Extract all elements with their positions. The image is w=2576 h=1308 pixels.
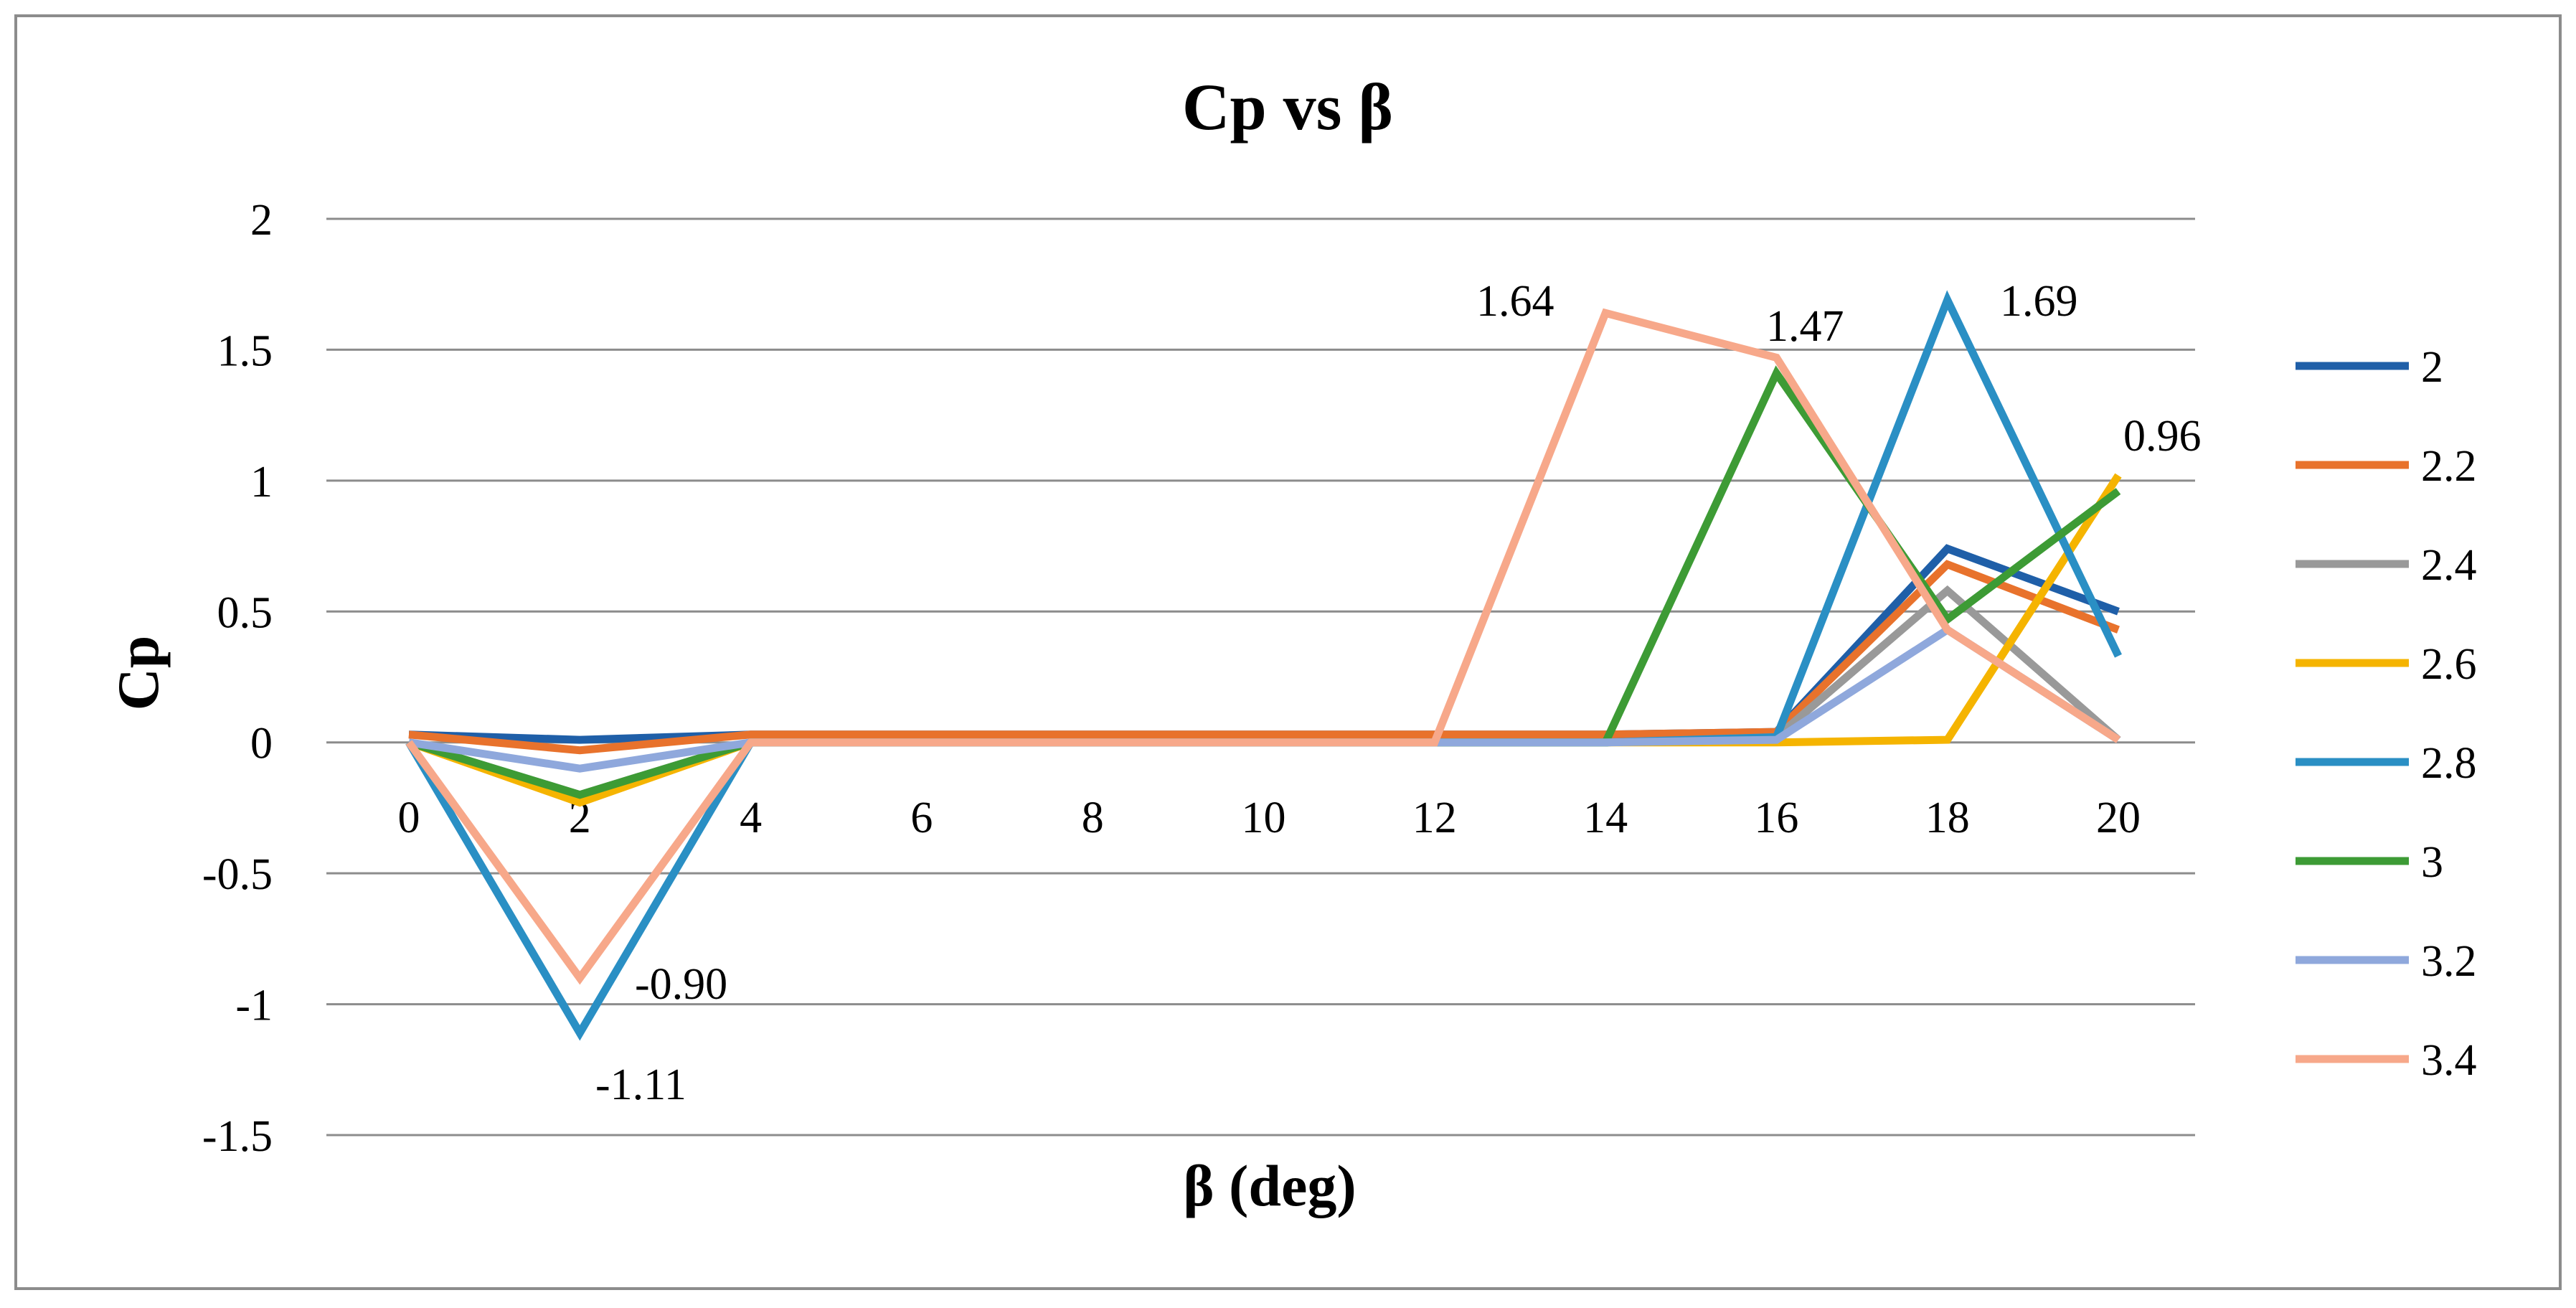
legend-entry: 3	[2421, 838, 2443, 887]
data-label: -0.90	[635, 960, 727, 1009]
x-tick-label: 0	[398, 794, 420, 842]
y-tick-label: -1	[235, 982, 273, 1030]
x-tick-label: 6	[910, 794, 933, 842]
x-tick-label: 4	[740, 794, 762, 842]
y-tick-label: 2	[250, 196, 273, 245]
x-tick-label: 8	[1082, 794, 1104, 842]
legend-entry: 2	[2421, 343, 2443, 392]
x-tick-label: 16	[1754, 794, 1798, 842]
y-tick-label: 0	[250, 720, 273, 768]
data-label: 1.69	[2000, 277, 2078, 326]
x-axis-label: β (deg)	[1183, 1153, 1356, 1218]
x-tick-labels: 0 2 4 6 8 10 12 14 16 18 20	[398, 794, 2141, 842]
series-line-2-2	[408, 560, 2120, 755]
x-tick-label: 14	[1583, 794, 1628, 842]
series-lines	[405, 290, 2122, 1041]
x-tick-label: 10	[1242, 794, 1286, 842]
data-label: 1.64	[1476, 277, 1554, 326]
y-tick-label: 1	[250, 458, 273, 507]
y-tick-label: 0.5	[217, 588, 273, 637]
legend-entry: 2.6	[2421, 640, 2477, 689]
y-axis-label: Cp	[105, 636, 171, 711]
y-tick-labels: 2 1.5 1 0.5 0 -0.5 -1 -1.5	[202, 196, 273, 1161]
data-label: -1.11	[595, 1060, 687, 1109]
x-tick-label: 18	[1925, 794, 1970, 842]
y-tick-label: -1.5	[202, 1112, 273, 1161]
x-tick-label: 12	[1412, 794, 1457, 842]
legend-entry: 2.2	[2421, 442, 2477, 491]
legend-entry: 3.4	[2421, 1036, 2477, 1085]
series-line-3-4	[405, 308, 2120, 985]
data-label: 0.96	[2123, 412, 2202, 461]
chart-title: Cp vs β	[1182, 70, 1393, 143]
x-tick-label: 20	[2096, 794, 2141, 842]
data-label: 1.47	[1766, 302, 1844, 351]
legend-entry: 2.4	[2421, 541, 2477, 590]
legend-entry: 3.2	[2421, 937, 2477, 986]
legend-entry: 2.8	[2421, 739, 2477, 788]
y-tick-label: -0.5	[202, 850, 273, 899]
data-labels: -0.90 -1.11 1.64 1.47 1.69 0.96	[595, 277, 2202, 1109]
chart-border	[14, 14, 2562, 1290]
legend: 2 2.2 2.4 2.6 2.8 3 3.2 3.4	[2296, 343, 2477, 1085]
y-tick-label: 1.5	[217, 326, 273, 375]
